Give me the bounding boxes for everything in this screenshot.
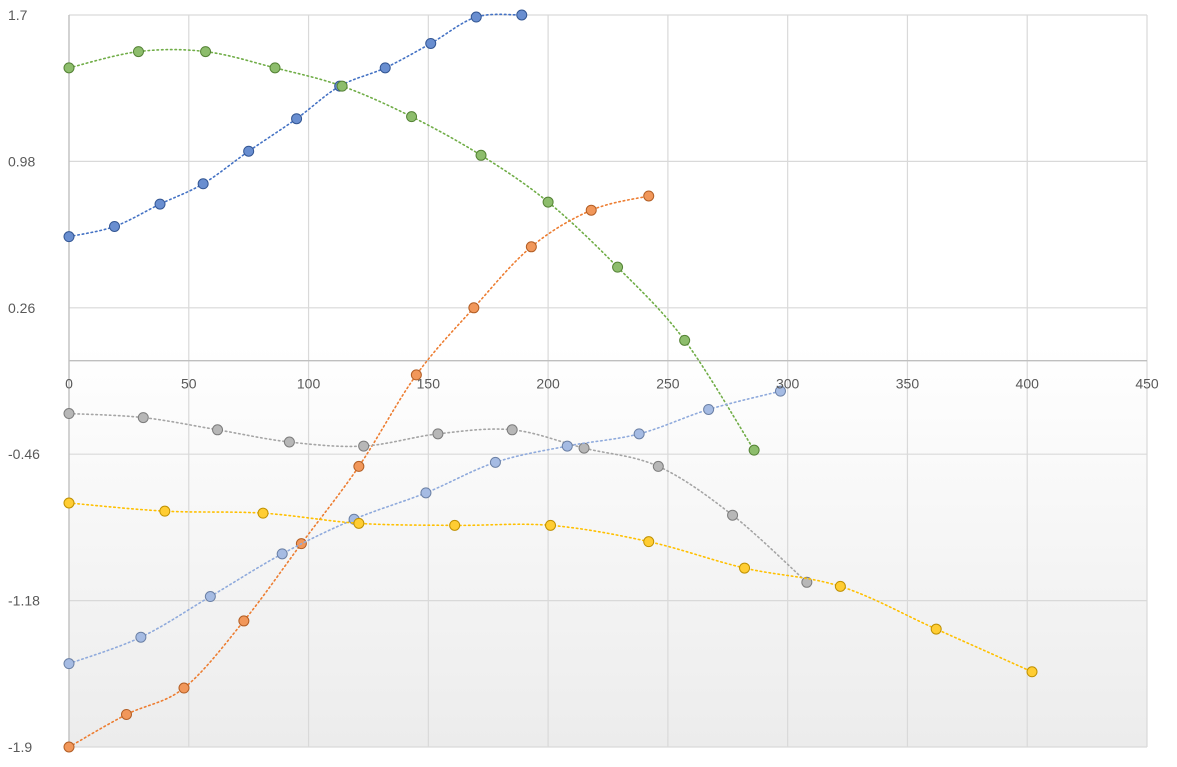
- x-tick-label: 0: [65, 376, 73, 392]
- data-point: [379, 62, 391, 74]
- gridlines: [68, 14, 1148, 748]
- data-point: [475, 149, 487, 161]
- y-tick-label: -1.18: [8, 593, 40, 609]
- data-point: [1026, 666, 1038, 678]
- data-point: [63, 62, 75, 74]
- data-point: [506, 424, 518, 436]
- data-point: [135, 631, 147, 643]
- data-point: [425, 37, 437, 49]
- y-tick-label: 0.98: [8, 153, 35, 169]
- x-tick-label: 100: [297, 376, 321, 392]
- data-point: [243, 145, 255, 157]
- data-point: [727, 509, 739, 521]
- data-point: [154, 198, 166, 210]
- data-point: [612, 261, 624, 273]
- data-point: [353, 517, 365, 529]
- data-point: [283, 436, 295, 448]
- series-3-line: [68, 195, 650, 748]
- x-tick-label: 400: [1016, 376, 1040, 392]
- data-point: [468, 302, 480, 314]
- data-point: [470, 11, 482, 23]
- data-point: [516, 9, 528, 21]
- data-point: [137, 412, 149, 424]
- data-point: [643, 536, 655, 548]
- series-4: [63, 408, 813, 588]
- series-6: [63, 497, 1038, 678]
- data-point: [269, 62, 281, 74]
- x-tick-label: 200: [536, 376, 560, 392]
- data-point: [679, 334, 691, 346]
- series-2-line: [68, 48, 755, 451]
- x-tick-label: 300: [776, 376, 800, 392]
- data-point: [643, 190, 655, 202]
- data-point: [238, 615, 250, 627]
- data-point: [109, 220, 121, 232]
- data-point: [748, 444, 760, 456]
- plot-area: [69, 15, 1147, 747]
- series-1-line: [68, 13, 523, 238]
- data-point: [120, 708, 132, 720]
- data-point: [276, 548, 288, 560]
- data-point: [449, 519, 461, 531]
- series-layer: [63, 9, 1038, 753]
- y-tick-label: -1.9: [8, 739, 32, 755]
- data-point: [545, 519, 557, 531]
- data-point: [63, 658, 75, 670]
- data-point: [63, 231, 75, 243]
- y-tick-label: -0.46: [8, 446, 40, 462]
- x-tick-label: 450: [1135, 376, 1159, 392]
- data-point: [178, 682, 190, 694]
- data-point: [200, 46, 212, 58]
- data-point: [336, 80, 348, 92]
- x-tick-label: 150: [417, 376, 441, 392]
- series-3: [63, 190, 655, 753]
- data-point: [63, 408, 75, 420]
- data-point: [703, 403, 715, 415]
- data-point: [801, 576, 813, 588]
- data-point: [525, 241, 537, 253]
- data-point: [132, 46, 144, 58]
- data-point: [257, 507, 269, 519]
- tick-labels: 0 50 100 150 200 250 300 350 400 450 1.7 0.98 0.26 -0…: [8, 7, 1159, 755]
- data-point: [291, 113, 303, 125]
- data-point: [930, 623, 942, 635]
- series-4-line: [68, 412, 808, 584]
- data-point: [561, 440, 573, 452]
- data-point: [212, 424, 224, 436]
- data-point: [633, 428, 645, 440]
- data-point: [542, 196, 554, 208]
- data-point: [358, 440, 370, 452]
- data-point: [578, 442, 590, 454]
- data-point: [489, 456, 501, 468]
- series-2: [63, 46, 760, 456]
- y-tick-label: 0.26: [8, 300, 35, 316]
- data-point: [204, 591, 216, 603]
- data-point: [652, 460, 664, 472]
- data-point: [420, 487, 432, 499]
- data-point: [739, 562, 751, 574]
- axes: [68, 15, 1147, 747]
- data-point: [159, 505, 171, 517]
- data-point: [353, 460, 365, 472]
- y-tick-label: 1.7: [8, 7, 28, 23]
- x-tick-label: 350: [896, 376, 920, 392]
- data-point: [774, 385, 786, 397]
- data-point: [406, 111, 418, 123]
- data-point: [834, 580, 846, 592]
- data-point: [63, 741, 75, 753]
- series-5: [63, 385, 786, 670]
- data-point: [585, 204, 597, 216]
- x-tick-label: 250: [656, 376, 680, 392]
- data-point: [432, 428, 444, 440]
- data-point: [197, 178, 209, 190]
- data-point: [63, 497, 75, 509]
- x-tick-label: 50: [181, 376, 197, 392]
- data-point: [410, 369, 422, 381]
